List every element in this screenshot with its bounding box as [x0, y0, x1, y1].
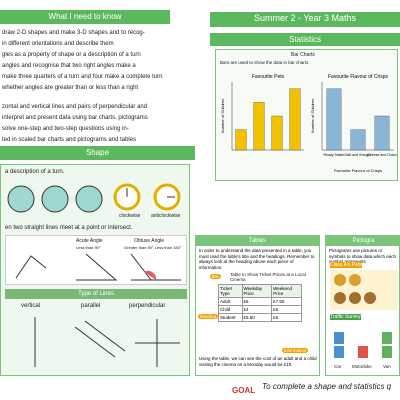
table-cell: Student	[218, 313, 243, 322]
objective: angles and recognise that two right angl…	[2, 63, 136, 69]
y-axis-label: Number of Children	[310, 99, 315, 134]
objective: ted in scaled bar charts and pictograms …	[2, 137, 137, 143]
line-type: parallel	[81, 303, 101, 309]
pictogram-title: Pictogra	[326, 236, 400, 246]
line-drawings	[34, 317, 180, 367]
logo: GOAL	[232, 386, 256, 395]
tag: title	[210, 274, 222, 279]
table: Ticket Type Weekday Price Weekend Price Adu…	[218, 284, 302, 322]
caption: Table to Show Ticket Prices at a Local C…	[230, 272, 306, 282]
subtitle: Traffic Survey	[330, 314, 361, 320]
chart: Favourite Flavour of Crisps Number of Chi…	[310, 74, 397, 173]
footer-text: To complete a shape and statistics q	[262, 382, 392, 391]
line-type: perpendicular	[129, 303, 166, 309]
angle-note: Less than 90°	[76, 245, 101, 250]
text: en two straight lines meet at a point or…	[5, 225, 133, 231]
table-header: Weekday Price	[241, 284, 273, 298]
table-cell: Child	[218, 305, 243, 314]
traffic-icons	[334, 332, 392, 358]
stats-title: Statistics	[210, 33, 400, 46]
table-cell: £6	[271, 313, 302, 322]
pictogram-panel: Pictogra Pictograms use pictures or symb…	[325, 235, 400, 376]
lines-title: Type of Lines	[5, 289, 187, 299]
header-left: What I need to know	[0, 10, 170, 24]
text: Using the table, we can see the cost of …	[199, 356, 317, 367]
turn-icons	[7, 183, 181, 213]
table-cell: £7.50	[271, 297, 302, 306]
x-tick-label: Salt and Vinegar	[345, 153, 372, 157]
table-row: Adult £6 £7.50	[218, 297, 302, 306]
objectives: draw 2-D shapes and make 3-D shapes and …	[2, 30, 192, 145]
bar	[326, 88, 342, 151]
turn-label: clockwise	[119, 213, 141, 219]
objective: interpret and present data using bar cha…	[2, 115, 148, 121]
label: Motorbike	[352, 364, 372, 369]
table-cell: £6	[241, 297, 273, 306]
table-header: Weekend Price	[271, 284, 302, 298]
label: Car	[334, 364, 342, 369]
angle-name: Obtuse Angle	[134, 238, 165, 244]
tables-panel: Tables In order to understand the data p…	[195, 235, 320, 376]
objective: in different orientations and describe t…	[2, 41, 114, 47]
header-right: Summer 2 - Year 3 Maths	[210, 12, 400, 27]
stats-panel: Bar Charts Bars are used to show the dat…	[215, 49, 398, 181]
chart-title: Favourite Pets	[252, 74, 285, 80]
turn-label: anticlockwise	[151, 213, 181, 219]
objective: whether angles are greater than or less …	[2, 85, 139, 91]
x-tick-label: Ready Salted	[323, 153, 344, 157]
table-row: Child £4 £6	[218, 305, 302, 314]
angle-name: Acute Angle	[76, 238, 103, 244]
text: Pictograms use pictures or symbols to sh…	[329, 248, 397, 264]
table-cell: £4	[241, 305, 273, 314]
chart: Favourite Pets Number of Children	[220, 74, 304, 151]
objective: gles as a property of shape or a descrip…	[2, 52, 141, 58]
tag: information	[282, 348, 309, 353]
bar	[350, 129, 366, 151]
bar	[271, 115, 283, 151]
x-tick-label: Cheese and Onion	[367, 153, 396, 157]
objective: solve one-step and two-step questions us…	[2, 126, 129, 132]
angle-drawings	[15, 253, 181, 281]
angle-note: Greater than 90° Less than 180°	[124, 245, 182, 250]
table-row: Student £5.50 £6	[218, 313, 302, 322]
table-row: Ticket Type Weekday Price Weekend Price	[218, 284, 302, 298]
table-cell: £5.50	[241, 313, 273, 322]
bar	[253, 102, 265, 151]
table-cell: Adult	[218, 297, 243, 306]
objective: draw 2-D shapes and make 3-D shapes and …	[2, 30, 145, 36]
bar	[235, 129, 247, 151]
subtitle: Bar Charts	[291, 52, 315, 58]
table-header: Ticket Type	[218, 284, 243, 298]
angles-box: Acute Angle Less than 90° Obtuse Angle G…	[5, 235, 187, 285]
label: Van	[383, 364, 391, 369]
pets-icons	[330, 270, 398, 310]
objective: zontal and vertical lines and pairs of p…	[2, 104, 148, 110]
x-axis-label: Favourite Flavour of Crisps	[334, 168, 382, 173]
subtitle: Class A's Pets	[330, 262, 362, 268]
bar	[289, 88, 301, 151]
shape-title: Shape	[0, 146, 195, 160]
text: a description of a turn.	[5, 169, 65, 175]
objective: make three quarters of a turn and four m…	[2, 74, 163, 80]
shape-panel: a description of a turn. clockwise antic…	[0, 164, 190, 376]
line-type: vertical	[21, 303, 41, 309]
tables-title: Tables	[196, 236, 319, 246]
tag: heading	[198, 314, 219, 319]
bar	[374, 115, 390, 151]
text: In order to understand the data presente…	[199, 248, 315, 270]
y-axis-label: Number of Children	[220, 99, 225, 134]
text: Bars are used to show the data in bar ch…	[220, 60, 310, 65]
table-cell: £6	[271, 305, 302, 314]
chart-title: Favourite Flavour of Crisps	[328, 74, 389, 80]
